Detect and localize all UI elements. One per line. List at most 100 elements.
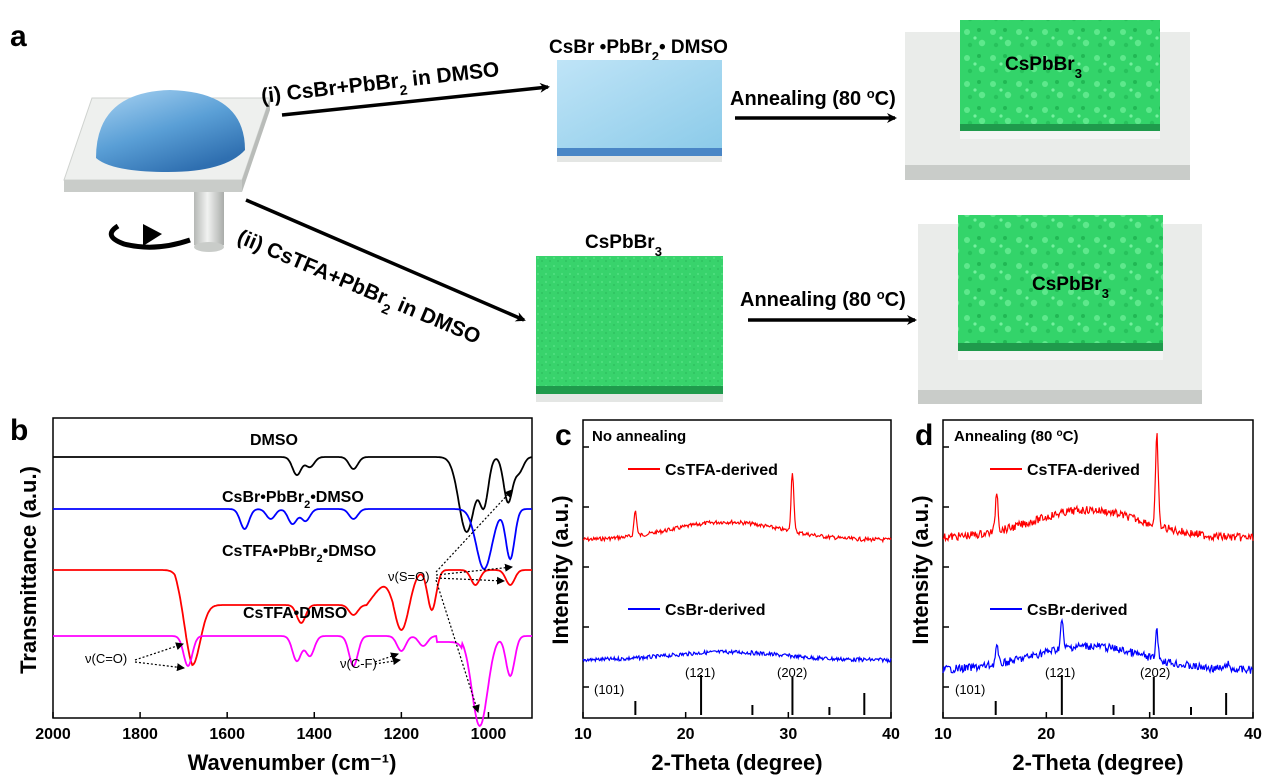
rotation-arrowhead-icon — [143, 224, 162, 246]
panel-b: b 2000 1800 1600 1400 1200 1000 DMSO CsBr•PbB… — [10, 414, 533, 775]
series-label-csbr-pbbr2-dmso: CsBr•PbBr2•DMSO — [222, 489, 364, 511]
x-tick-label: 30 — [779, 726, 797, 743]
plot-title: Annealing (80 oC) — [954, 428, 1078, 446]
y-axis-ticks — [943, 446, 949, 688]
substrate-side — [918, 390, 1202, 404]
series-line-cstfa-dmso — [53, 635, 532, 728]
panel-a-label: a — [10, 20, 27, 53]
y-axis-ticks — [583, 446, 589, 688]
panel-b-label: b — [10, 414, 28, 447]
y-axis-title: Transmittance (a.u.) — [16, 466, 41, 674]
series-label-cstfa-pbbr2-dmso: CsTFA•PbBr2•DMSO — [222, 543, 376, 565]
panel-c-label: c — [555, 419, 572, 452]
product-2-label: CsPbBr3 — [1032, 274, 1109, 301]
spin-coater-illustration — [63, 90, 271, 252]
x-tick-label: 1000 — [471, 726, 507, 743]
blue-film-edge — [557, 148, 722, 156]
plot-frame — [52, 417, 533, 719]
ref-label-202: (202) — [1140, 665, 1170, 680]
plot-title: No annealing — [592, 428, 686, 445]
annotation-nu-co: ν(C=O) — [85, 651, 127, 666]
x-tick-label: 20 — [1037, 726, 1055, 743]
x-tick-label: 40 — [882, 726, 900, 743]
substrate-edge — [960, 131, 1160, 139]
spin-coater-plate-side — [242, 98, 270, 192]
annealing-2-label: Annealing (80 oC) — [740, 287, 906, 312]
y-axis-title: Intensity (a.u.) — [548, 495, 573, 644]
plot-frame — [582, 419, 892, 719]
product-1-label: CsPbBr3 — [1005, 54, 1082, 81]
series-line-csbr-derived — [582, 648, 892, 664]
x-axis-title: 2-Theta (degree) — [651, 750, 822, 775]
intermediate-1-label: CsBr •PbBr2• DMSO — [549, 37, 728, 64]
intermediate-1-film — [557, 60, 722, 162]
product-2-film — [918, 215, 1202, 404]
substrate-edge — [536, 394, 723, 402]
series-line-cstfa-pbbr2-dmso — [53, 569, 532, 667]
reference-pattern — [994, 675, 1228, 715]
legend-label-cstfa: CsTFA-derived — [1027, 462, 1140, 479]
spin-coater-plate-edge — [64, 180, 242, 192]
rotation-arrow-icon — [108, 223, 191, 250]
x-tick-label: 10 — [574, 726, 592, 743]
panel-d-label: d — [915, 419, 933, 452]
solution-droplet — [96, 90, 245, 172]
x-tick-label: 1800 — [122, 726, 158, 743]
plot-frame — [942, 419, 1254, 719]
substrate-edge — [958, 351, 1163, 360]
green-film-edge — [536, 386, 723, 394]
panel-c: c No annealing 10 20 30 40 CsTFA-derived Cs… — [548, 419, 900, 775]
reference-pattern — [634, 675, 866, 715]
legend-label-csbr: CsBr-derived — [665, 602, 765, 619]
x-tick-label: 2000 — [35, 726, 71, 743]
green-film-top — [536, 256, 723, 386]
intermediate-2-film — [536, 256, 723, 402]
annotation-nu-cf: ν(C-F) — [340, 656, 377, 671]
y-axis-title: Intensity (a.u.) — [908, 495, 933, 644]
ref-label-121: (121) — [685, 665, 715, 680]
annealing-1-label: Annealing (80 oC) — [730, 86, 896, 111]
series-line-csbr-pbbr2-dmso — [53, 508, 532, 570]
ref-label-101: (101) — [955, 682, 985, 697]
legend-label-csbr: CsBr-derived — [1027, 602, 1127, 619]
annotation-nu-cf-leaders — [374, 652, 401, 666]
x-axis: 10 20 30 40 — [934, 712, 1262, 743]
annotation-nu-so: ν(S=O) — [388, 569, 430, 584]
series-line-cstfa-derived — [942, 433, 1254, 543]
substrate-side — [905, 165, 1190, 180]
x-tick-label: 1200 — [384, 726, 420, 743]
x-tick-label: 1600 — [209, 726, 245, 743]
x-axis: 2000 1800 1600 1400 1200 1000 — [35, 712, 506, 743]
x-tick-label: 40 — [1244, 726, 1262, 743]
green-film-top — [958, 215, 1163, 343]
legend-label-cstfa: CsTFA-derived — [665, 462, 778, 479]
x-tick-label: 30 — [1141, 726, 1159, 743]
route-1-arrow — [281, 82, 550, 117]
series-line-dmso — [53, 456, 533, 534]
x-axis: 10 20 30 40 — [574, 712, 900, 743]
panel-a: a (i) CsBr+PbBr2 in DMSO (ii) CsTFA+PbBr… — [10, 20, 1202, 404]
spin-coater-post-base — [194, 242, 224, 252]
green-film-edge — [960, 124, 1160, 131]
x-tick-label: 10 — [934, 726, 952, 743]
series-line-cstfa-derived — [582, 473, 892, 544]
green-film-top — [960, 20, 1160, 124]
ref-label-101: (101) — [594, 682, 624, 697]
x-tick-label: 20 — [677, 726, 695, 743]
route-2-arrow — [245, 198, 526, 322]
x-axis-title: Wavenumber (cm⁻¹) — [188, 750, 397, 775]
substrate-edge — [557, 156, 722, 162]
route-2-label: (ii) CsTFA+PbBr2 in DMSO — [232, 225, 484, 354]
ref-label-202: (202) — [777, 665, 807, 680]
ref-label-121: (121) — [1045, 665, 1075, 680]
x-axis-title: 2-Theta (degree) — [1012, 750, 1183, 775]
green-film-edge — [958, 343, 1163, 351]
series-label-dmso: DMSO — [250, 432, 298, 449]
annotation-nu-so-leaders — [435, 489, 513, 713]
series-line-csbr-derived — [942, 618, 1254, 675]
series-label-cstfa-dmso: CsTFA•DMSO — [243, 605, 347, 622]
blue-film-top — [557, 60, 722, 148]
annotation-nu-co-leaders — [134, 642, 185, 672]
x-tick-label: 1400 — [296, 726, 332, 743]
